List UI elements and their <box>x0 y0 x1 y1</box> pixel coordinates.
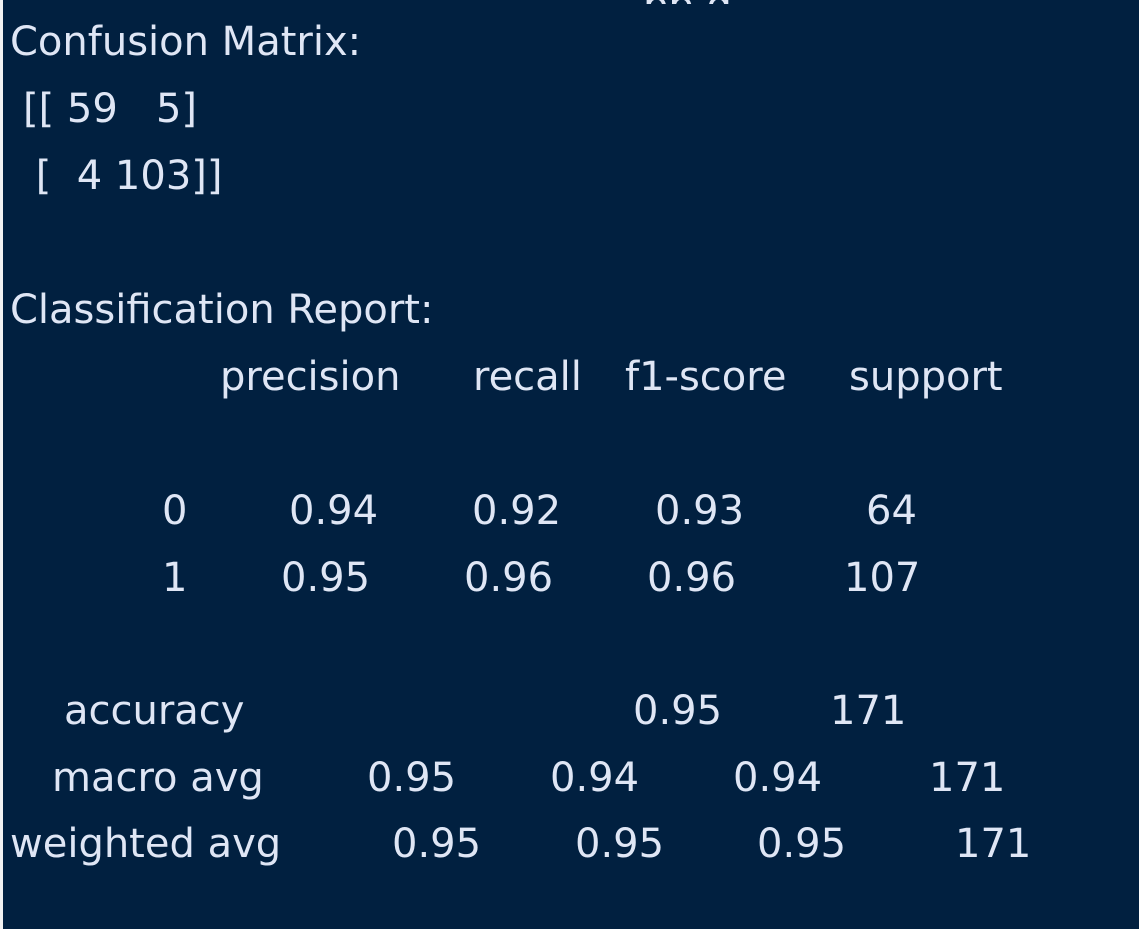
row-0-support: 64 <box>866 488 917 534</box>
macro-avg-precision: 0.95 <box>367 755 457 801</box>
weighted-avg-precision: 0.95 <box>392 821 482 867</box>
accuracy-label: accuracy <box>64 688 245 734</box>
header-support: support <box>849 354 1003 400</box>
weighted-avg-recall: 0.95 <box>575 821 665 867</box>
cut-off-top-text: pp g <box>643 0 1123 4</box>
console-output: pp g Confusion Matrix: [[ 59 5] [ 4 103]… <box>3 0 1139 929</box>
weighted-avg-label: weighted avg <box>10 821 282 867</box>
row-0-f1-score: 0.93 <box>655 488 745 534</box>
macro-avg-f1-score: 0.94 <box>733 755 823 801</box>
classification-report-title: Classification Report: <box>10 287 434 333</box>
header-precision: precision <box>220 354 401 400</box>
header-recall: recall <box>473 354 582 400</box>
macro-avg-label: macro avg <box>52 755 264 801</box>
weighted-avg-f1-score: 0.95 <box>757 821 847 867</box>
row-1-support: 107 <box>844 555 921 601</box>
row-1-recall: 0.96 <box>464 555 554 601</box>
row-1-f1-score: 0.96 <box>647 555 737 601</box>
confusion-matrix-row-2: [ 4 103]] <box>23 153 223 199</box>
confusion-matrix-title: Confusion Matrix: <box>10 19 362 65</box>
accuracy-f1-score: 0.95 <box>633 688 723 734</box>
header-f1-score: f1-score <box>625 354 787 400</box>
cut-off-top-line: pp g <box>643 0 1123 4</box>
window-left-border <box>0 0 3 929</box>
confusion-matrix-row-1: [[ 59 5] <box>23 86 198 132</box>
weighted-avg-support: 171 <box>955 821 1032 867</box>
row-0-precision: 0.94 <box>289 488 379 534</box>
row-1-label: 1 <box>162 555 188 601</box>
macro-avg-support: 171 <box>929 755 1006 801</box>
accuracy-support: 171 <box>830 688 907 734</box>
row-0-recall: 0.92 <box>472 488 562 534</box>
macro-avg-recall: 0.94 <box>550 755 640 801</box>
row-1-precision: 0.95 <box>281 555 371 601</box>
row-0-label: 0 <box>162 488 188 534</box>
